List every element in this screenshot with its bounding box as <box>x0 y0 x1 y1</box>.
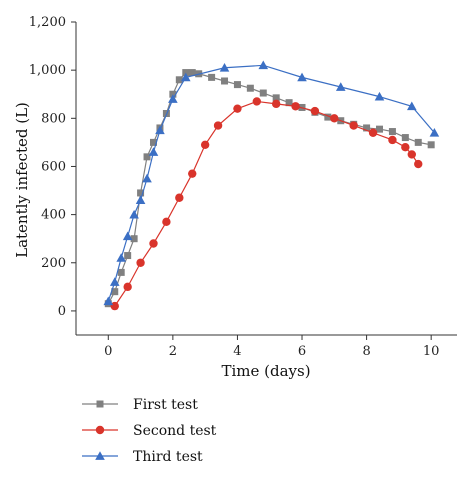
data-point <box>200 140 210 149</box>
y-tick-label: 600 <box>41 159 66 174</box>
data-point <box>169 90 177 98</box>
data-point <box>414 138 422 146</box>
data-point <box>376 125 384 133</box>
y-tick-label: 400 <box>41 208 66 223</box>
data-point <box>310 106 320 116</box>
data-point <box>149 239 158 248</box>
series-line <box>107 71 432 304</box>
x-tick-label: 4 <box>233 344 241 359</box>
x-tick-label: 10 <box>423 344 440 359</box>
x-axis-title: Time (days) <box>221 362 310 380</box>
data-point <box>374 91 385 101</box>
data-point <box>111 288 119 296</box>
legend-marker <box>95 451 105 460</box>
data-point <box>137 189 145 197</box>
x-tick-label: 6 <box>298 344 306 359</box>
data-point <box>324 113 332 121</box>
data-point <box>175 193 184 202</box>
data-point <box>136 258 145 267</box>
data-point <box>388 135 397 145</box>
series-line <box>107 64 435 302</box>
data-point <box>363 124 371 132</box>
data-point <box>180 72 191 82</box>
legend-item: Third test <box>82 449 203 465</box>
data-point <box>427 141 435 149</box>
x-tick-label: 2 <box>169 344 177 359</box>
legend-item: Second test <box>82 423 217 439</box>
legend-marker <box>95 425 105 435</box>
data-point <box>129 209 139 219</box>
series-third-test <box>103 60 440 306</box>
series-second-test <box>110 97 423 311</box>
data-point <box>148 147 159 156</box>
data-point <box>285 99 293 107</box>
data-point <box>175 76 183 84</box>
data-point <box>368 128 378 137</box>
y-tick-label: 200 <box>41 256 66 271</box>
data-point <box>219 62 230 72</box>
data-point <box>335 82 346 91</box>
data-point <box>103 296 114 306</box>
data-point <box>188 169 197 178</box>
data-point <box>221 77 229 85</box>
data-point <box>246 84 254 92</box>
y-tick-label: 0 <box>58 304 66 319</box>
series-first-test <box>104 69 435 308</box>
data-point <box>124 252 132 260</box>
legend-label: First test <box>133 397 198 413</box>
data-point <box>414 159 423 169</box>
data-point <box>135 195 146 205</box>
y-tick-label: 1,000 <box>29 63 66 78</box>
series-layer <box>103 60 440 311</box>
legend: First test Second test Third test <box>82 397 217 465</box>
legend-item: First test <box>82 397 198 413</box>
y-axis-title: Latently infected (L) <box>13 102 31 258</box>
y-axis-ticks: 0 200 400 600 800 1,000 1,200 <box>29 15 76 319</box>
data-point <box>116 253 127 262</box>
data-point <box>388 128 396 136</box>
data-point <box>401 143 410 152</box>
y-tick-label: 800 <box>41 111 66 126</box>
data-point <box>349 121 358 130</box>
x-axis-ticks: 0 2 4 6 8 10 <box>104 335 439 359</box>
data-point <box>272 94 280 102</box>
data-point <box>143 153 151 161</box>
data-point <box>168 94 178 103</box>
y-tick-label: 1,200 <box>29 15 66 30</box>
data-point <box>182 69 190 77</box>
legend-label: Second test <box>133 423 217 439</box>
x-tick-label: 8 <box>362 344 370 359</box>
data-point <box>123 282 132 292</box>
data-point <box>149 138 157 146</box>
legend-marker <box>96 400 104 408</box>
data-point <box>406 101 417 111</box>
data-point <box>401 134 409 142</box>
data-point <box>188 69 196 77</box>
data-point <box>271 99 281 109</box>
data-point <box>233 104 242 113</box>
data-point <box>429 127 440 137</box>
legend-label: Third test <box>133 449 203 465</box>
data-point <box>291 102 300 111</box>
data-point <box>130 235 138 243</box>
data-point <box>213 121 223 130</box>
data-point <box>259 89 267 97</box>
data-point <box>122 231 133 241</box>
data-point <box>407 150 416 159</box>
data-point <box>110 301 119 311</box>
data-point <box>330 114 339 123</box>
data-point <box>208 73 216 81</box>
data-point <box>155 125 165 135</box>
data-point <box>109 277 120 286</box>
data-point <box>258 60 269 70</box>
data-point <box>162 217 171 227</box>
x-tick-label: 0 <box>104 344 112 359</box>
data-point <box>117 268 125 276</box>
plot-area <box>75 22 457 336</box>
data-point <box>142 173 152 183</box>
data-point <box>233 81 241 89</box>
data-point <box>252 97 262 106</box>
data-point <box>297 72 307 82</box>
